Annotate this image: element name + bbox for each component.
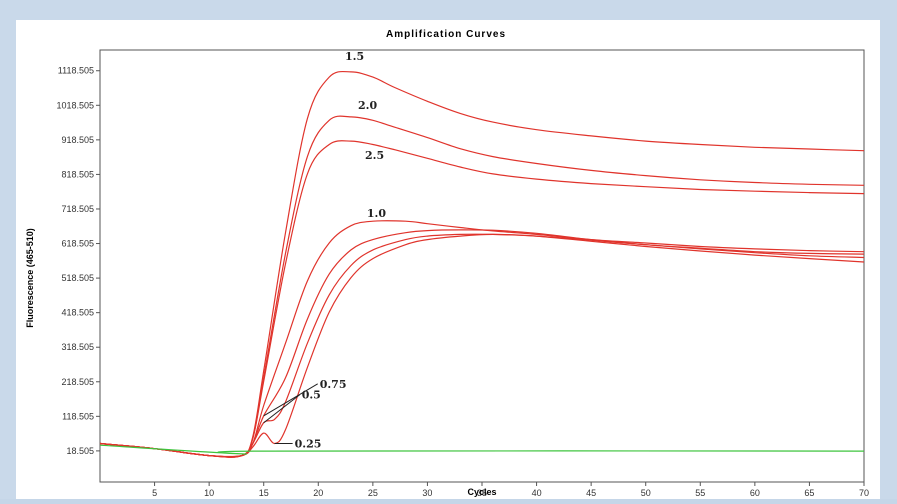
y-axis-label: Fluorescence (465-510) <box>25 228 35 328</box>
y-tick-label: 18.505 <box>66 446 94 456</box>
annotation-leader <box>263 383 318 417</box>
x-tick-label: 45 <box>586 488 596 498</box>
x-tick-label: 10 <box>204 488 214 498</box>
y-tick-label: 1018.505 <box>56 100 94 110</box>
plot-area <box>99 49 865 483</box>
annotation-label: 0.75 <box>320 378 347 391</box>
annotation-label: 0.5 <box>302 389 321 402</box>
series-line-negative <box>99 444 865 455</box>
y-tick-label: 318.505 <box>61 342 94 352</box>
x-tick-label: 15 <box>259 488 269 498</box>
x-tick-label: 60 <box>750 488 760 498</box>
x-tick-label: 70 <box>859 488 869 498</box>
series-line-0-5 <box>99 233 865 458</box>
chart-panel: Amplification Curves 18.505 118.505 218.50… <box>16 20 880 499</box>
x-tick-label: 55 <box>695 488 705 498</box>
x-tick-label: 30 <box>422 488 432 498</box>
curve-annotations: 1.5 2.0 2.5 1.0 0.750.5 0.25 <box>263 50 386 450</box>
annotation-label: 0.25 <box>295 437 322 450</box>
y-tick-label: 118.505 <box>62 411 94 421</box>
y-tick-label: 418.505 <box>61 308 94 318</box>
series-line-0-25 <box>99 233 865 458</box>
y-tick-label: 718.505 <box>61 204 94 214</box>
x-tick-label: 40 <box>532 488 542 498</box>
series-lines <box>99 70 865 458</box>
chart-title: Amplification Curves <box>386 29 506 40</box>
annotation-label: 2.0 <box>358 99 377 112</box>
y-tick-label: 518.505 <box>61 273 94 283</box>
y-tick-label: 918.505 <box>61 135 94 145</box>
y-tick-label: 218.505 <box>61 377 94 387</box>
x-axis: 5 10 15 20 25 30 35 40 45 50 55 60 65 70 <box>152 482 869 498</box>
y-tick-label: 818.505 <box>61 169 94 179</box>
x-tick-label: 65 <box>804 488 814 498</box>
annotation-leader <box>263 394 301 424</box>
x-tick-label: 20 <box>313 488 323 498</box>
annotation-label: 2.5 <box>365 149 384 162</box>
annotation-label: 1.0 <box>367 207 386 220</box>
x-tick-label: 25 <box>368 488 378 498</box>
x-axis-label: Cycles <box>467 487 496 497</box>
y-tick-label: 1118.505 <box>58 66 94 76</box>
x-tick-label: 35 <box>477 488 487 498</box>
annotation-label: 1.5 <box>345 50 364 63</box>
y-tick-label: 618.505 <box>61 239 94 249</box>
y-axis: 18.505 118.505 218.505 318.505 418.505 518.50… <box>56 66 100 456</box>
x-tick-label: 5 <box>152 488 157 498</box>
x-tick-label: 50 <box>641 488 651 498</box>
amplification-chart: Amplification Curves 18.505 118.505 218.50… <box>25 29 869 498</box>
